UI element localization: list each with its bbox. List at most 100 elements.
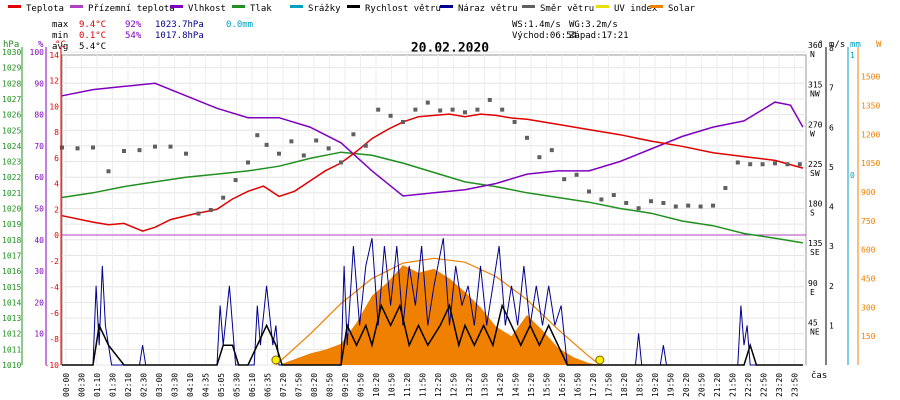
x-axis-title: čas bbox=[811, 370, 827, 381]
wind-dir-point bbox=[525, 135, 529, 140]
temperature-line bbox=[61, 113, 804, 232]
chart-title: 20.02.2020 bbox=[411, 41, 489, 56]
wind-dir-point bbox=[611, 193, 616, 198]
deg-dir-tick: S bbox=[810, 209, 815, 218]
w-tick: 300 bbox=[861, 303, 876, 312]
legend-label: Přízemní teplota bbox=[88, 4, 175, 14]
time-tick: 03:00 bbox=[155, 373, 164, 397]
legend-label: Směr větru bbox=[540, 4, 594, 14]
time-tick: 01:10 bbox=[93, 373, 102, 397]
ms-tick: 3 bbox=[829, 242, 834, 251]
pct-tick: 90 bbox=[34, 79, 44, 88]
deg-tick: 45 bbox=[808, 318, 818, 327]
legend-swatch bbox=[8, 5, 21, 8]
wind-dir-point bbox=[255, 133, 260, 138]
w-tick: 450 bbox=[861, 275, 876, 284]
wind-dir-point bbox=[277, 151, 281, 156]
c-tick: -10 bbox=[45, 361, 60, 370]
time-tick: 22:50 bbox=[760, 373, 769, 397]
wind-dir-point bbox=[168, 144, 173, 149]
wind-dir-point bbox=[574, 172, 579, 177]
stats-min-label: min bbox=[52, 31, 68, 41]
deg-dir-tick: NW bbox=[810, 90, 820, 99]
wind-dir-point bbox=[221, 195, 226, 200]
hpa-tick: 1022 bbox=[2, 173, 21, 182]
time-tick: 08:50 bbox=[326, 373, 335, 397]
wind-dir-point bbox=[196, 211, 201, 216]
w-tick: 750 bbox=[861, 217, 876, 226]
deg-dir-tick: E bbox=[810, 288, 815, 297]
time-tick: 16:50 bbox=[574, 373, 583, 397]
stats-max-hum: 92% bbox=[125, 20, 142, 30]
c-tick: -8 bbox=[49, 335, 59, 344]
c-tick: 10 bbox=[49, 102, 59, 111]
wind-dir-point bbox=[376, 107, 381, 112]
time-tick: 11:50 bbox=[419, 373, 428, 397]
time-tick: 17:20 bbox=[589, 373, 598, 397]
time-tick: 08:20 bbox=[310, 373, 319, 397]
time-tick: 02:30 bbox=[140, 373, 149, 397]
pct-tick: 60 bbox=[34, 173, 44, 182]
c-tick: 8 bbox=[54, 128, 59, 137]
time-tick: 20:50 bbox=[698, 373, 707, 397]
hpa-tick: 1015 bbox=[2, 283, 21, 292]
time-tick: 00:00 bbox=[62, 373, 71, 397]
ms-tick: 8 bbox=[829, 44, 834, 53]
hpa-tick: 1010 bbox=[2, 361, 21, 370]
time-tick: 14:20 bbox=[496, 373, 505, 397]
c-tick: 0 bbox=[54, 231, 59, 240]
time-tick: 13:20 bbox=[465, 373, 474, 397]
legend-swatch bbox=[232, 5, 245, 8]
time-tick: 05:05 bbox=[217, 373, 226, 397]
w-tick: 150 bbox=[861, 332, 876, 341]
wind-dir-point bbox=[797, 162, 802, 167]
c-tick: -4 bbox=[49, 283, 59, 292]
wind-dir-point bbox=[301, 153, 306, 158]
sunset-text: Západ:17:21 bbox=[569, 31, 629, 41]
w-tick: 1050 bbox=[861, 159, 880, 168]
pct-tick: 70 bbox=[34, 142, 44, 151]
time-tick: 04:10 bbox=[186, 373, 195, 397]
hpa-tick: 1014 bbox=[2, 298, 21, 307]
stats-max-label: max bbox=[52, 20, 69, 30]
c-tick: 4 bbox=[54, 180, 59, 189]
wind-dir-point bbox=[208, 208, 213, 213]
wind-gust-text: WG:3.2m/s bbox=[569, 20, 618, 30]
time-tick: 09:50 bbox=[357, 373, 366, 397]
ms-tick: 5 bbox=[829, 163, 834, 172]
time-tick: 17:50 bbox=[605, 373, 614, 397]
hpa-tick: 1021 bbox=[2, 189, 21, 198]
axes: hPa% °C1010101110121013101410151016101710… bbox=[2, 40, 882, 397]
wind-dir-point bbox=[75, 146, 80, 151]
c-tick: 2 bbox=[54, 205, 59, 214]
w-tick: 600 bbox=[861, 246, 876, 255]
legend-label: Tlak bbox=[250, 4, 272, 14]
stats-min-temp: 0.1°C bbox=[79, 31, 106, 41]
wind-dir-point bbox=[785, 162, 790, 167]
c-tick: -2 bbox=[49, 257, 59, 266]
legend-label: Vlhkost bbox=[188, 4, 226, 14]
hpa-tick: 1029 bbox=[2, 64, 21, 73]
ms-tick: 1 bbox=[829, 321, 834, 330]
legend-label: UV index bbox=[614, 4, 658, 14]
pct-tick: 40 bbox=[34, 236, 44, 245]
time-tick: 23:20 bbox=[775, 373, 784, 397]
wind-dir-point bbox=[438, 108, 443, 113]
time-tick: 05:30 bbox=[233, 373, 242, 397]
wind-dir-point bbox=[401, 119, 405, 124]
stats-block: max 9.4°C 92% 1023.7hPa 0.0mm min 0.1°C … bbox=[52, 20, 253, 52]
time-tick: 12:20 bbox=[434, 373, 443, 397]
pct-tick: 100 bbox=[30, 48, 45, 57]
wind-dir-point bbox=[624, 200, 629, 205]
mm-tick: 1 bbox=[850, 51, 855, 60]
wind-speed-text: WS:1.4m/s bbox=[512, 20, 561, 30]
wind-dir-point bbox=[475, 107, 480, 112]
legend-label: Teplota bbox=[26, 4, 64, 14]
hpa-tick: 1028 bbox=[2, 79, 21, 88]
deg-tick: 90 bbox=[808, 279, 818, 288]
wind-dir-point bbox=[711, 203, 715, 208]
pct-tick: 20 bbox=[34, 298, 44, 307]
time-tick: 21:20 bbox=[713, 373, 722, 397]
time-tick: 07:20 bbox=[279, 373, 288, 397]
